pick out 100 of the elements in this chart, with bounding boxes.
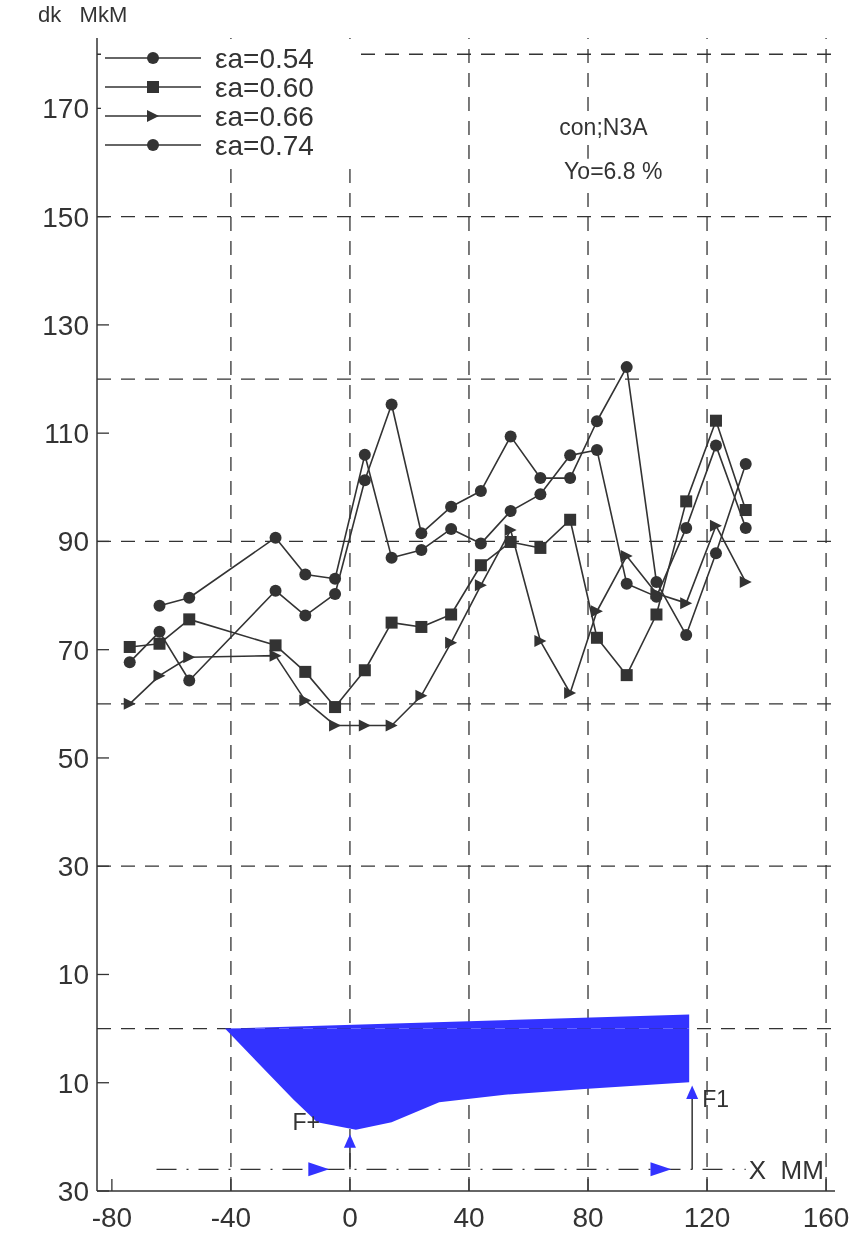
point [590,443,603,456]
annotation: Yo=6.8 % [564,157,663,184]
x-tick-label: 0 [342,1202,358,1233]
point [153,625,166,638]
point [153,669,166,682]
point [474,579,487,592]
point [329,701,342,714]
point [709,519,722,532]
point [183,651,196,664]
point [269,584,282,597]
legend-label: εa=0.74 [215,130,314,161]
point [299,694,312,707]
point [680,521,693,534]
point [620,577,633,590]
point [680,629,693,642]
point [590,415,603,428]
y-tick-label: 70 [57,634,89,666]
point [680,495,693,508]
point [445,500,458,513]
legend-label: εa=0.60 [215,72,314,103]
y-tick-label: 30 [57,1176,89,1207]
y-tick-label: 170 [42,93,89,125]
legend-label: εa=0.66 [215,101,314,132]
point [385,616,398,629]
point [534,541,547,554]
point [534,472,547,485]
point [445,522,458,535]
point [385,551,398,564]
point [709,439,722,452]
point [564,472,577,485]
point [269,649,282,662]
point [123,640,136,653]
point [474,485,487,498]
point [123,656,136,669]
point [650,576,663,589]
point [269,531,282,544]
point [564,686,577,699]
x-tick-label: 80 [572,1202,604,1233]
point [739,521,752,534]
point [358,664,371,677]
y-tick-label: 30 [57,851,89,883]
point [564,449,577,462]
point [415,689,428,702]
point [620,361,633,374]
point [445,636,458,649]
point [739,458,752,471]
point [445,608,458,621]
point [534,488,547,501]
point [415,527,428,540]
point [183,591,196,604]
point [590,605,603,618]
point [385,719,398,732]
x-tick-label: -40 [210,1202,252,1233]
point [650,608,663,621]
annotation: con;N3A [559,114,649,141]
point [385,398,398,411]
annotation: F1 [702,1086,730,1113]
point [358,719,371,732]
point [534,635,547,648]
annotation: F+ [292,1109,320,1136]
y-tick-label: 110 [44,418,89,450]
point [564,513,577,526]
point [474,537,487,550]
point [153,599,166,612]
y-tick-label: 90 [57,526,89,558]
point [329,587,342,600]
y-tick-label: 150 [42,201,89,233]
point [620,550,633,563]
point [183,674,196,687]
y-tick-label: 50 [57,742,89,774]
point [504,505,517,518]
y-axis-title: dk MkM [38,2,128,27]
point [123,697,136,710]
point [299,665,312,678]
point [415,620,428,633]
point [620,669,633,682]
x-axis-title: X MM [748,1155,824,1186]
point [680,597,693,610]
point [415,544,428,557]
point [590,631,603,644]
point [504,524,517,537]
legend-label: εa=0.54 [215,43,314,74]
x-tick-label: 40 [453,1202,485,1233]
y-tick-label: 130 [42,309,89,341]
x-tick-label: -80 [91,1202,133,1233]
point [504,430,517,443]
y-tick-label: 10 [57,959,89,991]
point [269,639,282,652]
point [299,568,312,581]
point [299,609,312,622]
x-tick-label: 120 [683,1202,731,1233]
point [709,547,722,560]
point [474,559,487,572]
point [709,414,722,427]
x-tick-label: 160 [802,1202,850,1233]
point [358,448,371,461]
point [358,474,371,487]
point [739,504,752,517]
y-tick-label: 10 [57,1067,89,1099]
point [183,613,196,626]
